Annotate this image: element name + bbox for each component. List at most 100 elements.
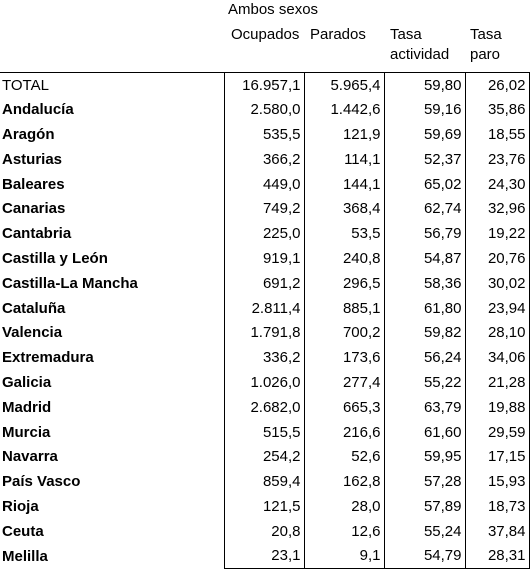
cell-parados: 240,8 (304, 246, 385, 271)
cell-parados: 173,6 (304, 345, 385, 371)
cell-tasa-actividad: 56,24 (384, 345, 466, 371)
cell-tasa-paro: 28,10 (465, 320, 530, 346)
cell-ocupados: 254,2 (223, 444, 305, 470)
cell-region: Cantabria (2, 225, 72, 243)
cell-region: TOTAL (0, 72, 224, 98)
cell-parados: 296,5 (304, 270, 385, 296)
header-parados: Parados (310, 26, 366, 43)
cell-tasa-actividad: 55,22 (384, 370, 466, 395)
cell-ocupados: 336,2 (223, 345, 305, 371)
cell-tasa-paro: 21,28 (465, 370, 530, 395)
cell-tasa-actividad: 61,60 (384, 419, 466, 445)
cell-tasa-actividad: 65,02 (384, 171, 466, 197)
table-row: TOTAL 16.957,1 5.965,4 59,80 26,02 (0, 72, 530, 98)
cell-tasa-paro: 19,22 (465, 221, 530, 247)
cell-parados: 9,1 (304, 543, 385, 569)
header-tasa-paro-line2: paro (470, 46, 501, 63)
cell-tasa-actividad: 59,95 (384, 444, 466, 470)
cell-ocupados: 515,5 (223, 419, 305, 445)
cell-tasa-actividad: 55,24 (384, 518, 466, 544)
cell-ocupados: 23,1 (223, 543, 305, 569)
header-tasa-actividad-line1: Tasa (390, 26, 422, 43)
cell-tasa-actividad: 52,37 (384, 146, 466, 172)
cell-tasa-actividad: 54,79 (384, 543, 466, 569)
cell-region: Galicia (2, 373, 52, 391)
cell-parados: 52,6 (304, 444, 385, 470)
cell-parados: 5.965,4 (304, 72, 385, 98)
cell-tasa-actividad: 58,36 (384, 270, 466, 296)
cell-tasa-actividad: 59,16 (384, 97, 466, 123)
cell-parados: 12,6 (304, 518, 385, 544)
cell-region: Melilla (2, 547, 48, 565)
table-row: Extremadura 336,2 173,6 56,24 34,06 (0, 345, 530, 371)
table-row: Madrid 2.682,0 665,3 63,79 19,88 (0, 394, 530, 420)
table-row: Cantabria 225,0 53,5 56,79 19,22 (0, 221, 530, 247)
cell-tasa-paro: 26,02 (465, 72, 530, 98)
cell-tasa-actividad: 59,82 (384, 320, 466, 346)
header-ocupados: Ocupados (231, 26, 300, 43)
cell-ocupados: 121,5 (223, 494, 305, 519)
cell-ocupados: 16.957,1 (223, 72, 305, 98)
cell-tasa-paro: 32,96 (465, 196, 530, 222)
cell-parados: 144,1 (304, 171, 385, 197)
cell-region: Ceuta (2, 522, 44, 540)
table-row: Melilla 23,1 9,1 54,79 28,31 (0, 543, 530, 569)
cell-region: Andalucía (2, 101, 74, 119)
cell-ocupados: 449,0 (223, 171, 305, 197)
table-row: Rioja 121,5 28,0 57,89 18,73 (0, 494, 530, 519)
cell-parados: 121,9 (304, 122, 385, 147)
cell-region: Canarias (2, 200, 66, 218)
cell-tasa-paro: 23,76 (465, 146, 530, 172)
cell-region: Asturias (2, 150, 63, 168)
cell-tasa-paro: 18,73 (465, 494, 530, 519)
cell-tasa-paro: 28,31 (465, 543, 530, 569)
cell-tasa-paro: 24,30 (465, 171, 530, 197)
cell-region: País Vasco (2, 473, 81, 491)
table-row: Navarra 254,2 52,6 59,95 17,15 (0, 444, 530, 470)
cell-tasa-actividad: 56,79 (384, 221, 466, 247)
cell-region: Murcia (2, 423, 51, 441)
cell-parados: 665,3 (304, 394, 385, 420)
table-row: Castilla y León 919,1 240,8 54,87 20,76 (0, 246, 530, 271)
cell-tasa-paro: 34,06 (465, 345, 530, 371)
cell-ocupados: 749,2 (223, 196, 305, 222)
cell-region: Castilla y León (2, 249, 108, 267)
data-table: TOTAL 16.957,1 5.965,4 59,80 26,02 Andalucía 2… (0, 72, 530, 569)
cell-tasa-actividad: 61,80 (384, 295, 466, 321)
cell-ocupados: 859,4 (223, 469, 305, 495)
group-title: Ambos sexos (228, 1, 319, 18)
cell-ocupados: 535,5 (223, 122, 305, 147)
cell-tasa-actividad: 59,69 (384, 122, 466, 147)
cell-tasa-paro: 35,86 (465, 97, 530, 123)
cell-tasa-actividad: 57,28 (384, 469, 466, 495)
table-row: Aragón 535,5 121,9 59,69 18,55 (0, 122, 530, 147)
table-row: País Vasco 859,4 162,8 57,28 15,93 (0, 469, 530, 495)
cell-tasa-actividad: 59,80 (384, 72, 466, 98)
cell-parados: 277,4 (304, 370, 385, 395)
cell-tasa-actividad: 54,87 (384, 246, 466, 271)
cell-region: Valencia (2, 324, 63, 342)
table-row: Valencia 1.791,8 700,2 59,82 28,10 (0, 320, 530, 346)
header-tasa-paro-line1: Tasa (470, 26, 502, 43)
cell-ocupados: 1.791,8 (223, 320, 305, 346)
cell-ocupados: 2.580,0 (223, 97, 305, 123)
cell-ocupados: 919,1 (223, 246, 305, 271)
table-row: Cataluña 2.811,4 885,1 61,80 23,94 (0, 295, 530, 321)
cell-region: Cataluña (2, 299, 66, 317)
cell-ocupados: 366,2 (223, 146, 305, 172)
cell-tasa-paro: 17,15 (465, 444, 530, 470)
table-row: Baleares 449,0 144,1 65,02 24,30 (0, 171, 530, 197)
cell-ocupados: 1.026,0 (223, 370, 305, 395)
cell-tasa-paro: 30,02 (465, 270, 530, 296)
cell-region: Aragón (2, 125, 55, 143)
table-row: Castilla-La Mancha 691,2 296,5 58,36 30,02 (0, 270, 530, 296)
cell-tasa-paro: 19,88 (465, 394, 530, 420)
header-tasa-actividad-line2: actividad (390, 46, 450, 63)
cell-region: Extremadura (2, 349, 94, 367)
cell-parados: 114,1 (304, 146, 385, 172)
cell-tasa-paro: 20,76 (465, 246, 530, 271)
cell-tasa-paro: 18,55 (465, 122, 530, 147)
cell-region: Castilla-La Mancha (2, 274, 138, 292)
cell-tasa-paro: 37,84 (465, 518, 530, 544)
cell-parados: 28,0 (304, 494, 385, 519)
